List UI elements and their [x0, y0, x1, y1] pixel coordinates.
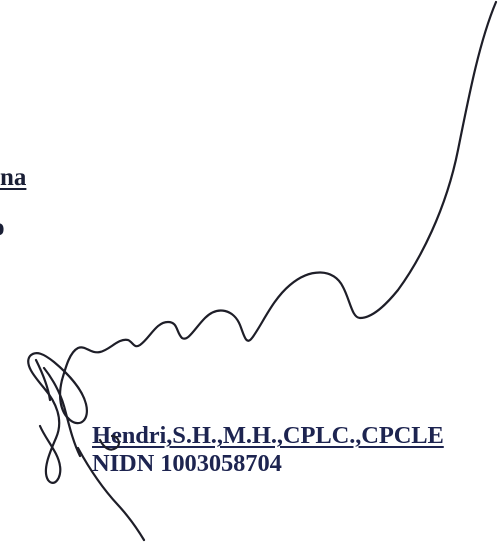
signer-name: Hendri,S.H.,M.H.,CPLC.,CPCLE	[92, 422, 444, 450]
cut-off-name-fragment: na	[0, 164, 26, 192]
cut-off-text-fragment: o	[0, 214, 5, 242]
signer-id-number: NIDN 1003058704	[92, 450, 282, 478]
